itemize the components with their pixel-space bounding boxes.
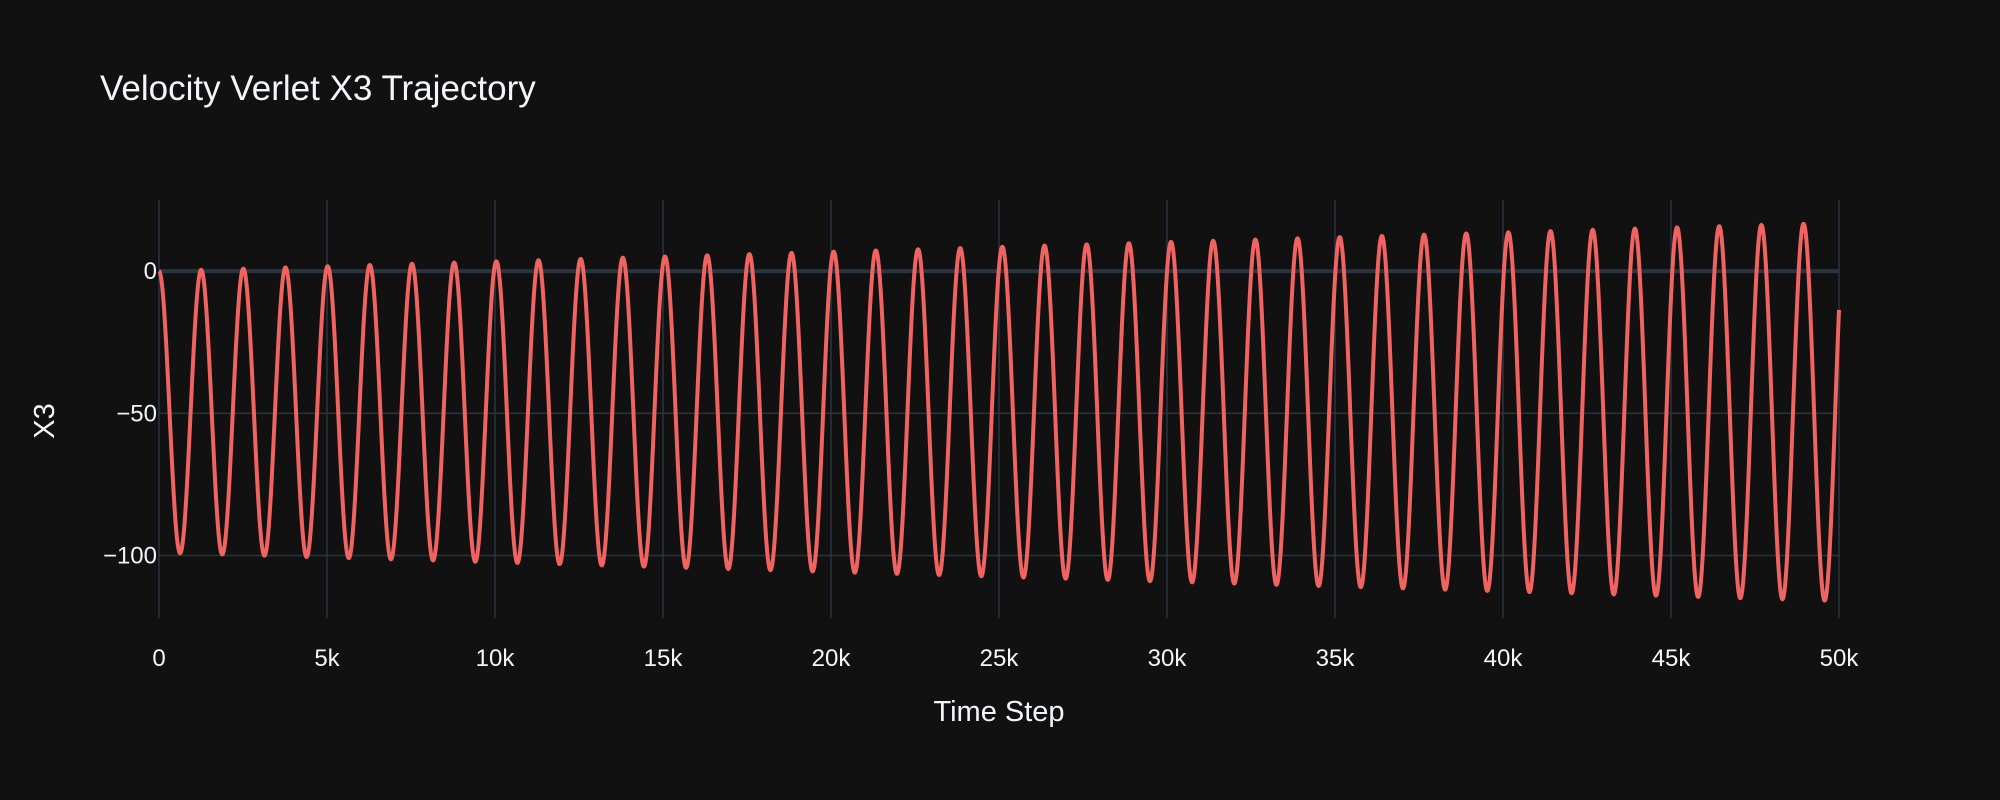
x-tick-label: 15k bbox=[644, 645, 684, 672]
x-tick-label: 25k bbox=[980, 645, 1020, 672]
x-tick-label: 45k bbox=[1652, 645, 1692, 672]
x-tick-label: 20k bbox=[812, 645, 852, 672]
x-tick-label: 5k bbox=[314, 645, 340, 672]
series-line-x3 bbox=[157, 221, 1841, 603]
x-tick-label: 30k bbox=[1148, 645, 1188, 672]
y-tick-label: −50 bbox=[116, 400, 157, 427]
x-tick-label: 10k bbox=[476, 645, 516, 672]
y-tick-label: 0 bbox=[144, 258, 157, 285]
x-tick-label: 0 bbox=[152, 645, 165, 672]
chart-title: Velocity Verlet X3 Trajectory bbox=[100, 69, 536, 108]
x-tick-label: 50k bbox=[1820, 645, 1860, 672]
line-layer bbox=[157, 221, 1841, 603]
y-axis-title: X3 bbox=[29, 403, 61, 438]
y-tick-label: −100 bbox=[103, 542, 157, 569]
x-axis-title: Time Step bbox=[933, 696, 1064, 728]
x-tick-label: 35k bbox=[1316, 645, 1356, 672]
x-tick-label: 40k bbox=[1484, 645, 1524, 672]
tick-layer: 0 5k 10k 15k 20k 25k 30k 35k 40k 45k 50k 0 −50 −100 bbox=[103, 258, 1859, 672]
